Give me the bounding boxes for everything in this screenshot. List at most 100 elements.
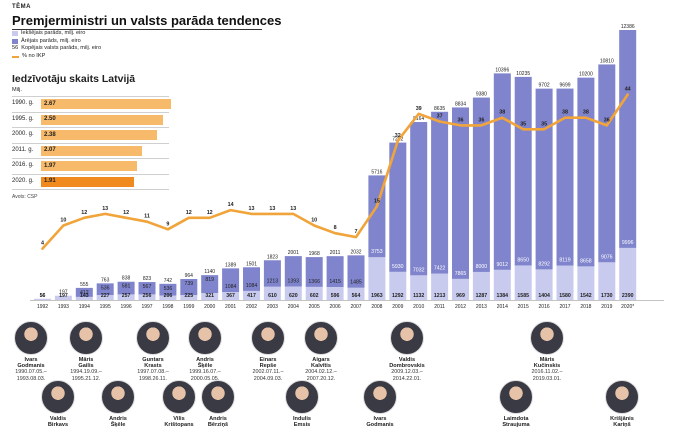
external-debt-label: 1084 [225, 284, 237, 290]
gdp-share-label: 14 [228, 202, 234, 208]
prime-minister-name: Māris Kučinskis [533, 357, 561, 370]
population-bar: 1.91 [41, 176, 134, 187]
external-debt-bar [75, 287, 93, 297]
prime-minister-card: Indulis Emsis [277, 380, 327, 428]
prime-minister-card: Valdis Dombrovskis 2009.12.03.– 2014.22.0… [382, 321, 432, 382]
prime-minister-name: Valdis Birkavs [47, 416, 69, 429]
portrait-icon [162, 380, 196, 414]
internal-debt-bar [514, 265, 532, 300]
population-year: 2011. g. [12, 146, 34, 153]
portrait-icon [14, 321, 48, 355]
external-debt-label: 1213 [267, 279, 279, 285]
internal-debt-bar [96, 295, 114, 300]
total-debt-label: 763 [101, 277, 110, 283]
portrait-icon [363, 380, 397, 414]
gdp-share-label: 13 [249, 206, 255, 212]
population-bar: 2.38 [41, 130, 157, 140]
internal-debt-bar [180, 295, 198, 300]
prime-minister-card: Andris Bērziņš [193, 380, 243, 428]
legend-internal: Iekšējais parāds, milj. eiro [12, 30, 101, 38]
external-debt-bar [117, 281, 135, 295]
prime-minister-name: Andris Bērziņš [207, 416, 229, 429]
internal-debt-label: 602 [310, 293, 319, 299]
internal-debt-bar [389, 271, 407, 300]
external-debt-bar [201, 275, 219, 294]
external-debt-label: 819 [205, 277, 214, 283]
portrait-icon [390, 321, 424, 355]
total-debt-label: 838 [122, 276, 131, 282]
population-bar: 1.97 [41, 161, 137, 171]
internal-debt-label: 206 [164, 293, 173, 299]
prime-minister-card: Ivars Godmanis 1990.07.05.– 1993.08.03. [6, 321, 56, 382]
x-tick-label: 2009 [392, 304, 403, 310]
internal-debt-bar [452, 278, 469, 300]
gdp-share-label: 11 [144, 214, 150, 220]
prime-minister-term: 2009.12.03.– 2014.22.01. [391, 369, 423, 382]
population-value: 2.07 [44, 147, 56, 153]
gdp-share-label: 8 [334, 225, 337, 231]
external-debt-label: 536 [101, 285, 110, 291]
prime-minister-name: Valdis Dombrovskis [389, 357, 425, 370]
population-bar: 2.67 [41, 99, 171, 109]
internal-debt-label: 1287 [476, 293, 488, 299]
internal-debt-bar [305, 286, 323, 300]
gdp-share-label: 37 [437, 114, 443, 120]
x-tick-label: 2001 [225, 304, 236, 310]
external-debt-bar [138, 282, 156, 295]
external-debt-label: 3753 [371, 249, 383, 255]
population-bar: 2.50 [41, 114, 163, 125]
external-debt-bar [577, 77, 595, 267]
external-debt-label: 581 [122, 284, 131, 290]
title-rule [12, 29, 262, 30]
external-debt-bar [243, 267, 260, 291]
prime-minister-term: 1990.07.05.– 1993.08.03. [15, 369, 47, 382]
x-tick-label: 1997 [141, 304, 152, 310]
external-debt-label: 8658 [580, 258, 592, 264]
total-debt-label: 10200 [579, 72, 593, 78]
internal-debt-bar [619, 247, 637, 300]
x-tick-label: 2008 [371, 304, 382, 310]
population-table: 1990. g. 2.67 1995. g. 2.50 2000. g. 2.38 2011… [12, 96, 171, 190]
gdp-share-label: 9 [166, 221, 169, 227]
total-debt-label: 10235 [516, 71, 530, 77]
gdp-share-label: 38 [583, 110, 589, 116]
external-debt-label: 8650 [517, 257, 529, 263]
internal-debt-label: 1580 [559, 293, 571, 299]
prime-minister-name: Guntars Krasts [142, 357, 164, 370]
internal-debt-bar [556, 265, 574, 300]
x-tick-label: 1993 [58, 304, 69, 310]
population-year: 1995. g. [12, 115, 34, 122]
legend-external: Ārējais parāds, milj. eiro [12, 38, 101, 46]
population-row: 1995. g. 2.50 [12, 111, 169, 128]
internal-debt-label: 596 [331, 293, 340, 299]
internal-debt-label: 143 [80, 293, 89, 299]
external-debt-label: 9076 [601, 254, 613, 260]
internal-debt-bar [577, 266, 595, 300]
external-debt-label: 412 [80, 290, 89, 296]
external-debt-label: 7865 [455, 271, 467, 277]
legend-label-internal: Iekšējais parāds, milj. eiro [21, 30, 86, 36]
external-debt-bar [472, 97, 490, 272]
external-debt-label: 739 [184, 281, 193, 287]
portrait-icon [101, 380, 135, 414]
internal-debt-bar [263, 286, 281, 300]
external-debt-bar [305, 257, 323, 287]
x-tick-label: 2019 [601, 304, 612, 310]
x-tick-label: 2020* [621, 304, 634, 310]
prime-minister-card: Laimdota Straujuma [491, 380, 541, 428]
portrait-icon [41, 380, 75, 414]
external-debt-bar [619, 30, 637, 248]
internal-debt-bar [222, 291, 240, 300]
x-tick-label: 1998 [162, 304, 173, 310]
external-debt-label: 9012 [497, 262, 509, 268]
prime-minister-card: Andris Šķēle [93, 380, 143, 428]
total-debt-label: 9702 [539, 83, 550, 89]
internal-debt-label: 197 [59, 293, 68, 299]
x-tick-label: 2018 [580, 304, 591, 310]
internal-debt-bar [284, 286, 302, 300]
population-value: 1.97 [44, 162, 56, 169]
external-debt-bar [389, 142, 407, 272]
population-bar: 2.07 [41, 145, 142, 156]
external-debt-bar [284, 256, 302, 287]
